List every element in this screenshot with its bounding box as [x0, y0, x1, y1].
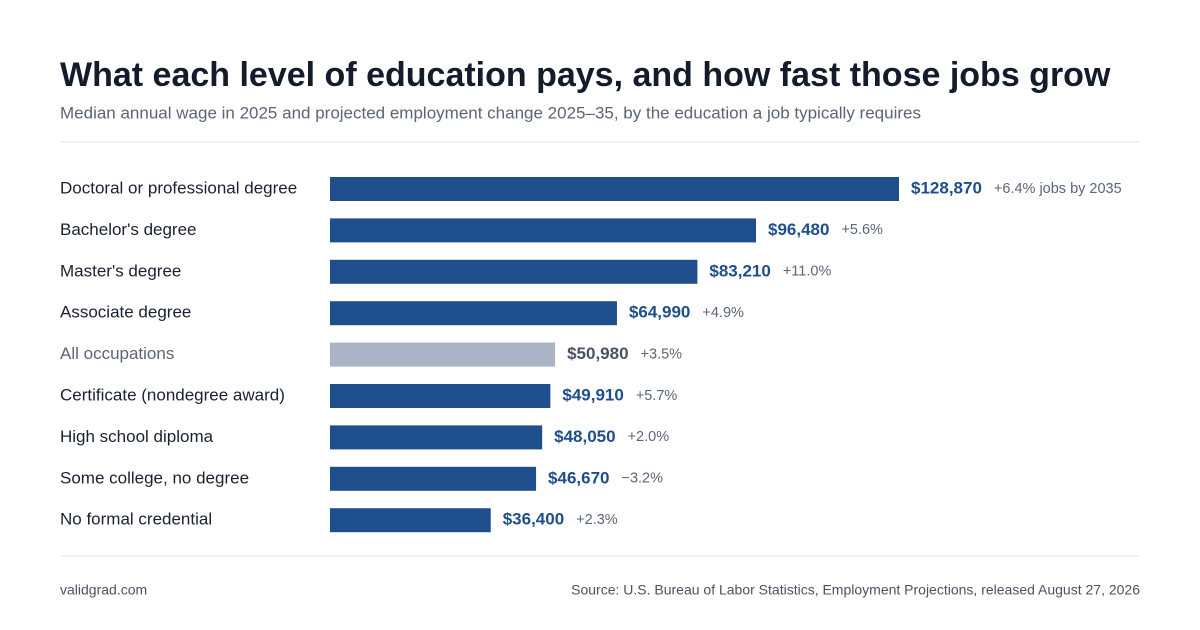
bar: [330, 218, 756, 243]
bar: [330, 342, 556, 367]
bar: [330, 177, 899, 201]
category-label: Master's degree: [60, 261, 181, 280]
value-label: $49,910: [562, 385, 623, 404]
growth-label: +11.0%: [783, 264, 832, 280]
bar: [330, 301, 617, 326]
bar: [330, 466, 537, 491]
growth-label: +5.7%: [636, 388, 678, 404]
value-label: $46,670: [548, 468, 609, 487]
value-label: $36,400: [503, 510, 564, 529]
category-label: High school diploma: [60, 427, 214, 446]
bar: [330, 259, 698, 284]
growth-label: −3.2%: [622, 471, 664, 487]
source: Source: U.S. Bureau of Labor Statistics,…: [571, 582, 1140, 598]
bar: [330, 384, 551, 408]
value-label: $48,050: [554, 427, 615, 446]
value-label: $50,980: [567, 344, 628, 363]
category-label: Some college, no degree: [60, 468, 249, 487]
growth-label: +2.3%: [576, 512, 618, 528]
value-label: $64,990: [629, 303, 690, 322]
bar: [330, 508, 491, 533]
value-label: $128,870: [911, 178, 982, 197]
chart-subtitle: Median annual wage in 2025 and projected…: [60, 103, 921, 122]
bar: [330, 425, 543, 450]
category-label: All occupations: [60, 344, 174, 363]
growth-label: +6.4% jobs by 2035: [994, 181, 1122, 197]
growth-label: +3.5%: [641, 346, 683, 362]
value-label: $83,210: [709, 261, 770, 280]
category-label: Doctoral or professional degree: [60, 178, 297, 197]
category-label: Certificate (nondegree award): [60, 385, 285, 404]
value-label: $96,480: [768, 220, 829, 239]
chart-title: What each level of education pays, and h…: [60, 56, 1111, 94]
growth-label: +4.9%: [702, 305, 744, 321]
growth-label: +5.6%: [841, 222, 883, 238]
category-label: Bachelor's degree: [60, 220, 197, 239]
category-label: No formal credential: [60, 510, 212, 529]
category-label: Associate degree: [60, 303, 191, 322]
growth-label: +2.0%: [628, 429, 670, 445]
brand: validgrad.com: [60, 582, 147, 598]
